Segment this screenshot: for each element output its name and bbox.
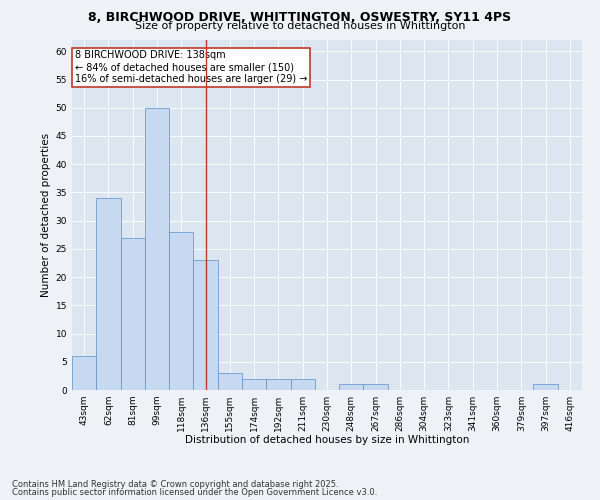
Bar xyxy=(96,198,121,390)
Bar xyxy=(364,384,388,390)
Text: 8, BIRCHWOOD DRIVE, WHITTINGTON, OSWESTRY, SY11 4PS: 8, BIRCHWOOD DRIVE, WHITTINGTON, OSWESTR… xyxy=(88,11,512,24)
Text: Contains public sector information licensed under the Open Government Licence v3: Contains public sector information licen… xyxy=(12,488,377,497)
Bar xyxy=(72,356,96,390)
Bar xyxy=(193,260,218,390)
Bar xyxy=(218,373,242,390)
Bar xyxy=(533,384,558,390)
Text: 8 BIRCHWOOD DRIVE: 138sqm
← 84% of detached houses are smaller (150)
16% of semi: 8 BIRCHWOOD DRIVE: 138sqm ← 84% of detac… xyxy=(74,50,307,84)
X-axis label: Distribution of detached houses by size in Whittington: Distribution of detached houses by size … xyxy=(185,436,469,446)
Bar xyxy=(121,238,145,390)
Bar xyxy=(290,378,315,390)
Bar xyxy=(242,378,266,390)
Bar xyxy=(169,232,193,390)
Text: Size of property relative to detached houses in Whittington: Size of property relative to detached ho… xyxy=(135,21,465,31)
Y-axis label: Number of detached properties: Number of detached properties xyxy=(41,133,52,297)
Bar xyxy=(266,378,290,390)
Bar xyxy=(145,108,169,390)
Text: Contains HM Land Registry data © Crown copyright and database right 2025.: Contains HM Land Registry data © Crown c… xyxy=(12,480,338,489)
Bar xyxy=(339,384,364,390)
